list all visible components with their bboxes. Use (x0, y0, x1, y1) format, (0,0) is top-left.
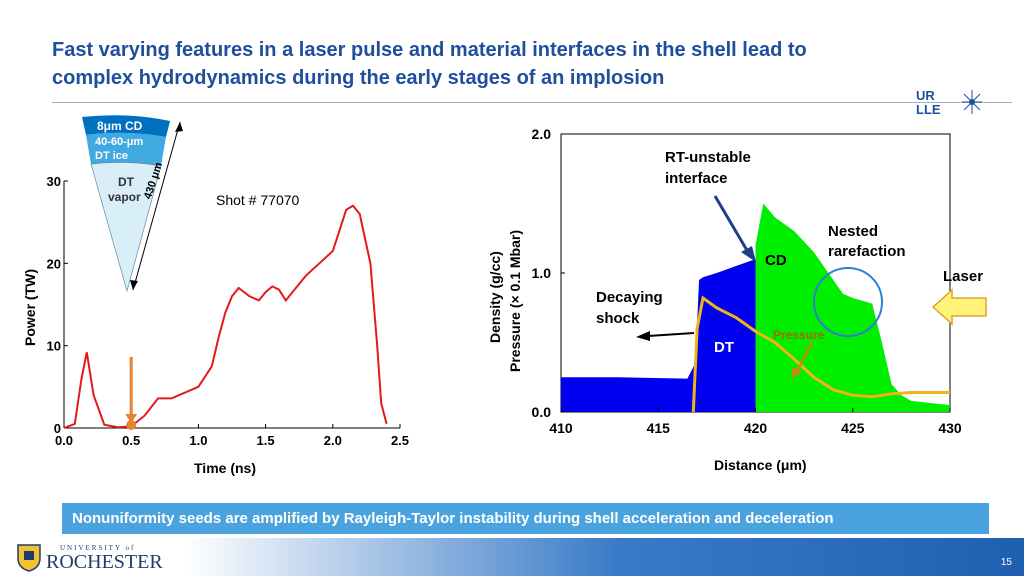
target-wedge-diagram (82, 115, 183, 293)
right-x-tick-label: 425 (841, 420, 865, 436)
summary-text: Nonuniformity seeds are amplified by Ray… (72, 510, 834, 527)
wedge-cd-layer (82, 115, 170, 137)
summary-banner: Nonuniformity seeds are amplified by Ray… (62, 503, 989, 534)
title-line-2: complex hydrodynamics during the early s… (52, 67, 665, 89)
left-x-tick-label: 1.0 (189, 433, 207, 448)
right-y-tick-label: 2.0 (532, 126, 552, 142)
marker-arrow-head (125, 414, 138, 423)
title-line-1: Fast varying features in a laser pulse a… (52, 39, 807, 61)
lle-logo: UR LLE (916, 86, 996, 118)
right-x-axis-label: Distance (μm) (714, 457, 807, 473)
nested-rarefaction-circle (813, 267, 883, 337)
annotation-dt: DT (714, 339, 734, 356)
left-x-tick-label: 2.5 (391, 433, 409, 448)
decaying-shock-arrow-head (636, 331, 650, 341)
wedge-ice-layer (86, 132, 166, 166)
left-x-tick-label: 0.0 (55, 433, 73, 448)
rt-interface-arrow-head (741, 246, 756, 262)
starburst-icon (962, 90, 982, 114)
title-divider (52, 102, 1012, 103)
left-x-axis-label: Time (ns) (194, 460, 256, 476)
left-x-tick-label: 1.5 (257, 433, 275, 448)
left-y-tick-label: 0 (54, 421, 61, 436)
pressure-series-line (691, 295, 950, 413)
right-y-tick-label: 1.0 (532, 265, 552, 281)
wedge-cd-label: 8μm CD (97, 119, 143, 133)
annotation-decaying-2: shock (596, 310, 640, 327)
right-y-tick-label: 0.0 (532, 404, 552, 420)
wedge-vapor-layer (90, 162, 162, 293)
dt-density-area (561, 259, 756, 412)
right-x-tick-label: 410 (549, 420, 573, 436)
marker-dot (126, 420, 137, 430)
footer-bar: UNIVERSITY of ROCHESTER 15 (0, 538, 1024, 576)
logo-line-1: UR (916, 88, 935, 103)
right-y-axis-label-2: Pressure (× 0.1 Mbar) (507, 229, 523, 372)
university-small-text: UNIVERSITY of (60, 544, 136, 552)
right-x-tick-label: 420 (744, 420, 768, 436)
annotation-rt-unstable-2: interface (665, 170, 728, 187)
left-x-tick-label: 0.5 (122, 433, 140, 448)
annotation-rt-unstable-1: RT-unstable (665, 149, 751, 166)
left-x-tick-label: 2.0 (324, 433, 342, 448)
left-y-tick-label: 10 (47, 339, 61, 354)
annotation-laser: Laser (943, 268, 984, 285)
university-name: ROCHESTER (46, 551, 163, 573)
page-number: 15 (1000, 557, 1012, 568)
wedge-radius-arrow (132, 121, 181, 291)
wedge-vapor-label-2: vapor (108, 190, 141, 204)
left-y-tick-label: 30 (47, 174, 61, 189)
left-y-tick-label: 20 (47, 256, 61, 271)
rt-interface-arrow (713, 195, 750, 253)
power-series-line (63, 204, 388, 429)
decaying-shock-arrow (647, 332, 695, 337)
annotation-cd: CD (765, 252, 787, 269)
wedge-ice-label-2: DT ice (95, 150, 129, 162)
university-seal-icon (17, 544, 41, 572)
right-x-tick-label: 430 (938, 420, 962, 436)
pressure-arrow (795, 342, 814, 372)
slide-title: Fast varying features in a laser pulse a… (52, 36, 952, 92)
annotation-nested-2: rarefaction (828, 243, 906, 260)
annotation-nested-1: Nested (828, 223, 879, 240)
pressure-arrow-head (792, 367, 802, 379)
annotation-decaying-1: Decaying (596, 289, 663, 306)
left-shot-label: Shot # 77070 (216, 192, 300, 208)
wedge-vapor-label-1: DT (118, 175, 134, 189)
right-y-axis-label-1: Density (g/cc) (487, 251, 503, 343)
wedge-ice-label-1: 40-60-μm (95, 136, 144, 148)
laser-arrow (931, 288, 987, 326)
right-x-tick-label: 415 (647, 420, 671, 436)
annotation-pressure: Pressure (773, 328, 825, 342)
logo-line-2: LLE (916, 102, 941, 117)
